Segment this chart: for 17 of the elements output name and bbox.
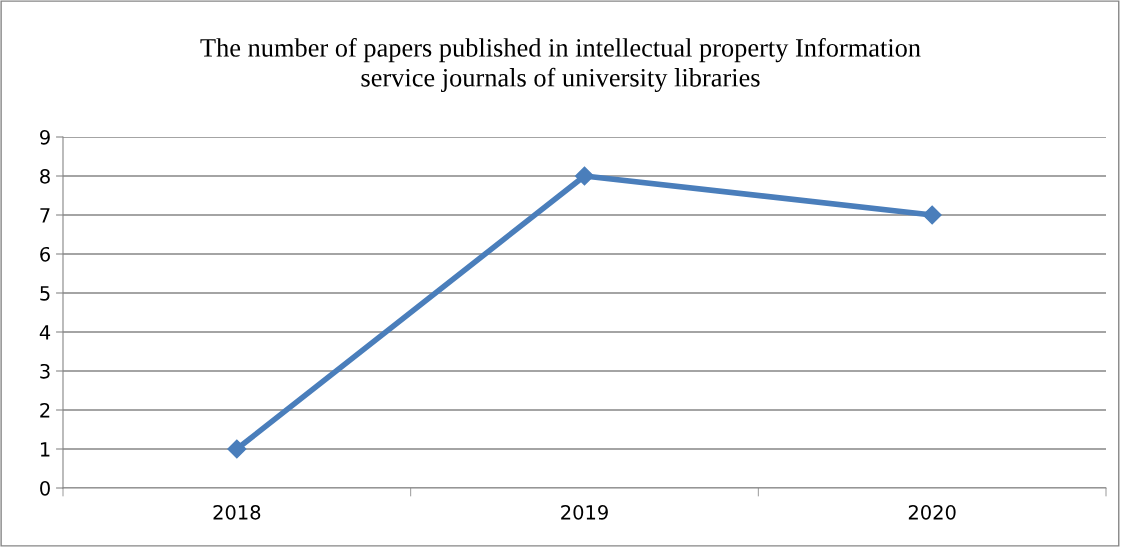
y-tick-label: 6 [40,246,50,262]
y-tick-label: 1 [40,442,50,457]
y-tick-label: 3 [40,363,50,379]
y-tick-label: 9 [40,129,50,145]
y-tick-label: 8 [40,168,50,184]
y-tick-label: 7 [40,208,50,223]
point [574,166,595,186]
y-tick-label: 4 [39,325,51,340]
chart-title: The number of papers published in intellectual property Information service journals of university libraries [200,37,921,93]
y-tick-label: 0 [40,480,50,496]
x-tick-label: 2019 [561,505,608,520]
point [922,205,942,225]
x-tick-label: 2018 [213,505,261,520]
y-tick-label: 5 [40,286,50,301]
x-tick-label: 2020 [908,505,956,520]
y-tick-label: 2 [40,402,50,418]
point [227,439,247,459]
